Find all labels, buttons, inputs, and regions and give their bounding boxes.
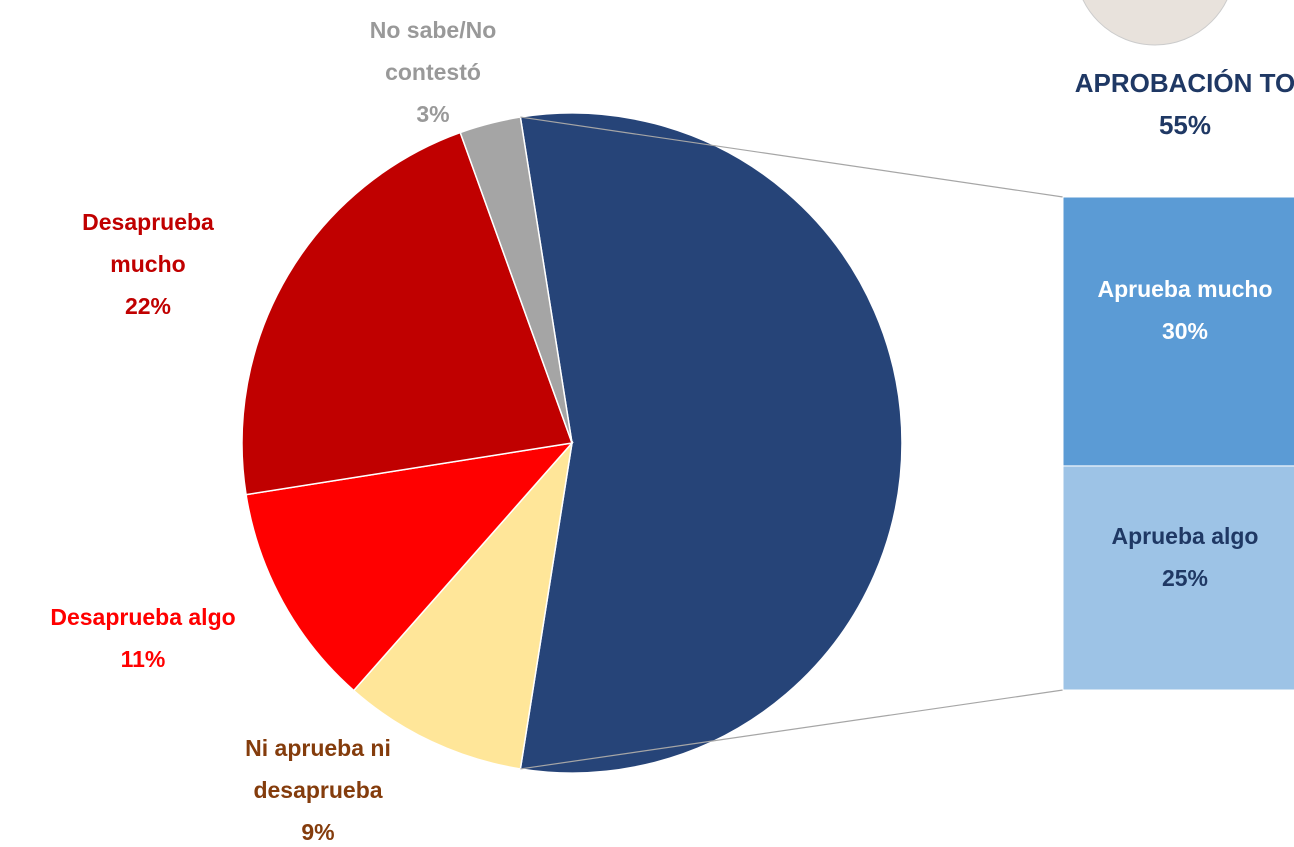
bar-value-label: 30% [1161, 318, 1209, 345]
pie-slice [245, 441, 574, 692]
pie-slice [241, 131, 574, 496]
connector [520, 116, 1064, 198]
bar-label: Aprueba algo [1111, 522, 1259, 549]
pie-value-label: 22% [124, 293, 172, 319]
pie-value-label: 3% [416, 101, 450, 127]
photo [1082, 0, 1228, 46]
bar-value-label: 25% [1161, 564, 1209, 591]
pie-label: Ni aprueba ni desaprueba [245, 735, 391, 803]
pie-slice [459, 116, 573, 444]
pie-label: Desaprueba algo [50, 604, 236, 630]
pie-label: APROBACIÓN TO [1074, 68, 1294, 98]
pie-slice [352, 440, 574, 770]
pie-slice [519, 112, 903, 774]
pie-value-label: 11% [120, 646, 166, 672]
pie-label: No sabe/No contestó [369, 17, 497, 85]
pie-label: Desaprueba mucho [82, 209, 214, 277]
pie-value-label: 55% [1158, 110, 1212, 140]
bar-label: Aprueba mucho [1097, 276, 1273, 303]
connector [520, 689, 1064, 770]
bar-segment [1062, 465, 1294, 691]
pie-value-label: 9% [301, 819, 335, 845]
bar-segment [1062, 196, 1294, 467]
